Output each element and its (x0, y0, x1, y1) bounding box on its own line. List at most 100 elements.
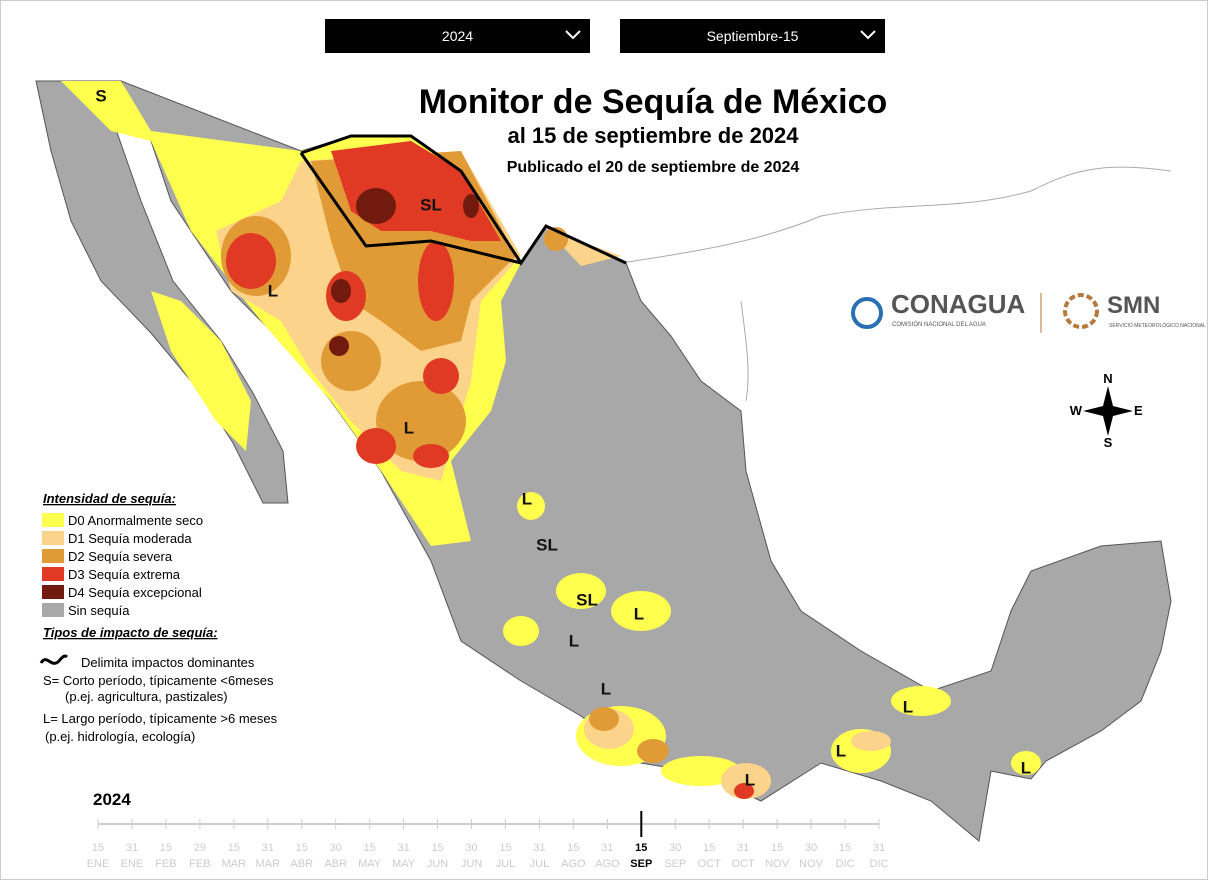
long-impact: L= Largo período, típicamente >6 meses (43, 711, 278, 726)
date-select[interactable]: Septiembre-15 (620, 19, 885, 53)
d0 (611, 591, 671, 631)
d0 (1011, 751, 1041, 775)
timeline-day: 15 (296, 842, 308, 854)
timeline-day: 30 (330, 842, 342, 854)
timeline-month: NOV (765, 858, 790, 870)
compass-w: W (1070, 403, 1083, 418)
d3 (413, 444, 449, 468)
compass-s: S (1104, 435, 1113, 450)
timeline-month: SEP (630, 858, 652, 870)
timeline-month: ABR (290, 858, 313, 870)
logo-text: CONAGUA (891, 289, 1026, 319)
timeline-month: JUN (427, 858, 448, 870)
timeline-day: 31 (873, 842, 885, 854)
legend-swatch (42, 585, 64, 599)
timeline-month: NOV (799, 858, 824, 870)
map-label: SL (420, 195, 442, 214)
map-label: L (268, 281, 278, 300)
timeline-month: ENE (121, 858, 144, 870)
d4 (463, 194, 479, 218)
impact-boundary (299, 134, 627, 266)
map-label: L (404, 418, 414, 437)
published: Publicado el 20 de septiembre de 2024 (507, 159, 800, 176)
d2 (321, 331, 381, 391)
timeline-month: DIC (836, 858, 855, 870)
timeline-month: FEB (155, 858, 176, 870)
timeline-month: ENE (87, 858, 110, 870)
d0-baja (151, 291, 251, 451)
d2 (637, 739, 669, 763)
timeline-month: ABR (324, 858, 347, 870)
d1 (721, 763, 771, 799)
chevron (565, 30, 581, 40)
title: Monitor de Sequía de México (419, 83, 888, 121)
d2 (376, 381, 466, 461)
timeline-day: 30 (465, 842, 477, 854)
map-label: L (601, 679, 611, 698)
coast (740, 300, 749, 402)
impact-line-symbol (39, 654, 69, 665)
short-example: (p.ej. agricultura, pastizales) (65, 689, 228, 704)
timeline-month: MAR (222, 858, 247, 870)
map-label: L (836, 741, 846, 760)
timeline-day: 15 (703, 842, 715, 854)
d0 (661, 756, 741, 786)
timeline-day: 15 (228, 842, 240, 854)
d3 (226, 233, 276, 289)
map-label: S (95, 86, 106, 105)
timeline: 2024 15 ENE 31 ENE 15 FEB 29 FEB 15 MAR 31 MAR 15 ABR… (87, 790, 889, 870)
timeline-month: FEB (189, 858, 210, 870)
map-label: L (1021, 758, 1031, 777)
timeline-month: SEP (664, 858, 686, 870)
compass-e: E (1134, 403, 1143, 418)
legend-swatch (42, 549, 64, 563)
timeline-day: 15 (635, 842, 647, 854)
d0 (891, 686, 951, 716)
timeline-day: 31 (601, 842, 613, 854)
legend-label: D3 Sequía extrema (68, 567, 181, 582)
timeline-month: AGO (595, 858, 620, 870)
map-label: L (745, 770, 755, 789)
map-label: SL (536, 535, 558, 554)
legend: Intensidad de sequía: Tipos de impacto d… (39, 491, 278, 744)
long-example: (p.ej. hidrología, ecología) (45, 729, 195, 744)
timeline-month: MAY (358, 858, 382, 870)
impact-heading: Tipos de impacto de sequía: (43, 625, 218, 640)
timeline-day: 15 (92, 842, 104, 854)
legend-label: Sin sequía (68, 603, 130, 618)
timeline-month: JUN (461, 858, 482, 870)
timeline-day: 31 (533, 842, 545, 854)
d0 (556, 573, 606, 609)
legend-label: D1 Sequía moderada (68, 531, 192, 546)
logo-text: SMN (1107, 292, 1160, 319)
d3 (418, 241, 454, 321)
logo-sub: COMISIÓN NACIONAL DEL AGUA (892, 321, 986, 328)
logo-sub: SERVICIO METEOROLÓGICO NACIONAL (1109, 322, 1206, 329)
timeline-month: JUL (530, 858, 550, 870)
timeline-day: 30 (805, 842, 817, 854)
map-label: L (522, 489, 532, 508)
d4 (331, 279, 351, 303)
timeline-day: 15 (499, 842, 511, 854)
d4-areas (329, 188, 479, 356)
timeline-month: JUL (496, 858, 516, 870)
map-label: SL (576, 590, 598, 609)
timeline-month: DIC (870, 858, 889, 870)
year-value: 2024 (441, 28, 474, 44)
legend-swatch (42, 513, 64, 527)
timeline-month: AGO (561, 858, 586, 870)
map-labels: SSLLLLSLSLLLLLLLLLL (95, 86, 1031, 789)
logo-icon (851, 297, 883, 329)
compass: N E S W (1070, 371, 1143, 450)
chevron (860, 30, 876, 40)
d4 (356, 188, 396, 224)
short-impact: S= Corto período, típicamente <6meses (43, 673, 274, 688)
d3 (734, 783, 754, 799)
d4 (329, 336, 349, 356)
legend-swatch (42, 567, 64, 581)
legend-label: D0 Anormalmente seco (68, 513, 203, 528)
year-select[interactable]: 2024 (325, 19, 590, 53)
timeline-day: 31 (397, 842, 409, 854)
timeline-day: 29 (194, 842, 206, 854)
